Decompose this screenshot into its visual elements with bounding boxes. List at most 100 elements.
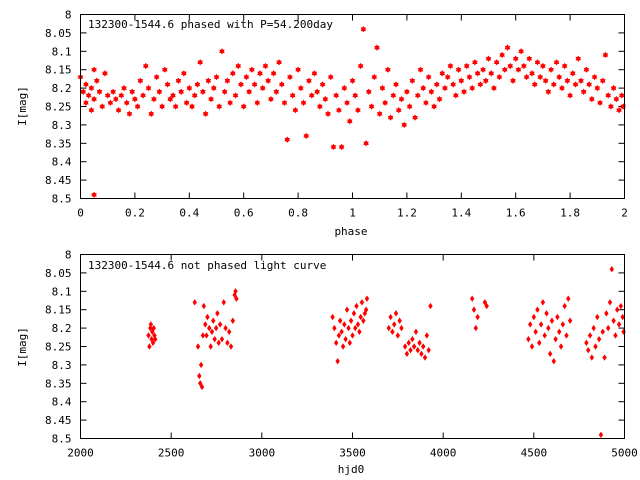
- data-point: [415, 346, 420, 354]
- data-point: [232, 92, 239, 99]
- data-point: [292, 106, 299, 114]
- data-point: [572, 81, 579, 88]
- data-point: [392, 321, 397, 328]
- data-point: [223, 324, 228, 332]
- phased-x-tick-label: 0.6: [234, 207, 254, 220]
- data-point: [143, 62, 149, 70]
- data-point: [611, 317, 616, 324]
- data-point: [150, 339, 156, 347]
- phased-light-curve-panel: 0 0.2 0.4 0.6 0.8 1 1.2 1.4 1.6 1.8 2 8 8.05 8.1 8.15 8…: [16, 9, 628, 239]
- data-point: [570, 70, 576, 77]
- data-point: [145, 84, 152, 92]
- unphased-y-tick-label: 8: [65, 249, 72, 262]
- data-point: [333, 92, 339, 99]
- data-point: [319, 81, 326, 88]
- phased-x-tick-label: 0.4: [179, 207, 199, 220]
- data-point: [327, 73, 334, 81]
- unphased-light-curve-panel: 2000 2500 3000 3500 4000 4500 5000 8 8.05 8.1 8.15…: [16, 249, 638, 477]
- data-point: [512, 55, 519, 62]
- data-point: [88, 106, 95, 114]
- data-point: [502, 66, 508, 73]
- data-point: [549, 317, 555, 324]
- data-point: [113, 95, 119, 103]
- data-point: [593, 343, 598, 350]
- data-point: [335, 358, 340, 365]
- data-point: [558, 343, 564, 350]
- data-point: [589, 95, 595, 103]
- data-point: [404, 88, 410, 95]
- data-point: [406, 103, 413, 110]
- data-point: [191, 92, 198, 99]
- data-point: [359, 299, 365, 306]
- data-point: [336, 332, 342, 339]
- data-point: [330, 143, 337, 151]
- data-point: [213, 73, 220, 81]
- data-point: [397, 317, 402, 324]
- data-point: [314, 88, 320, 95]
- data-point: [333, 339, 339, 347]
- data-point: [325, 110, 331, 118]
- data-point: [393, 81, 399, 88]
- data-point: [147, 343, 152, 350]
- data-point: [415, 92, 421, 99]
- phased-y-tick-label: 8.15: [45, 64, 72, 77]
- data-point: [616, 106, 622, 114]
- data-point: [458, 77, 465, 84]
- data-point: [607, 299, 613, 306]
- data-point: [402, 343, 408, 350]
- data-point: [317, 103, 323, 110]
- data-point: [342, 321, 347, 328]
- data-point: [234, 295, 239, 302]
- data-point: [115, 106, 122, 114]
- unphased-y-tick-label: 8.45: [45, 414, 72, 427]
- phased-x-tick-label: 1.2: [397, 207, 417, 220]
- data-point: [211, 84, 217, 92]
- data-point: [195, 343, 201, 350]
- data-point: [357, 328, 362, 335]
- data-point: [140, 92, 146, 99]
- data-point: [363, 306, 369, 313]
- data-point: [230, 317, 236, 324]
- data-point: [564, 332, 569, 339]
- data-point: [417, 66, 424, 73]
- data-point: [480, 66, 486, 73]
- data-point: [619, 92, 625, 99]
- data-point: [567, 92, 573, 99]
- phased-plot-title: 132300-1544.6 phased with P=54.200day: [88, 18, 333, 31]
- data-point: [289, 92, 296, 99]
- data-point: [199, 383, 205, 391]
- data-point: [175, 77, 182, 84]
- data-point: [341, 84, 348, 92]
- data-point: [216, 339, 221, 347]
- data-point: [88, 84, 95, 92]
- data-point: [91, 66, 97, 73]
- data-point: [209, 328, 215, 335]
- data-point: [583, 66, 590, 73]
- data-point: [366, 88, 372, 95]
- data-point: [537, 339, 542, 347]
- data-point: [268, 95, 274, 103]
- data-point: [221, 299, 226, 306]
- data-point: [466, 73, 473, 81]
- data-point: [434, 81, 440, 88]
- unphased-data-points: [146, 266, 626, 439]
- data-point: [270, 70, 277, 77]
- data-point: [557, 328, 562, 335]
- data-point: [200, 332, 206, 339]
- data-point: [336, 106, 342, 114]
- data-point: [219, 48, 225, 55]
- data-point: [364, 295, 370, 302]
- data-point: [202, 110, 209, 118]
- phased-x-tick-label: 0.2: [125, 207, 145, 220]
- data-point: [183, 99, 190, 107]
- data-point: [368, 103, 375, 110]
- data-point: [306, 77, 312, 84]
- data-point: [249, 66, 255, 73]
- data-point: [496, 73, 503, 81]
- data-point: [276, 59, 282, 66]
- data-point: [613, 95, 620, 103]
- data-point: [346, 324, 351, 332]
- phased-x-tick-label: 0.8: [288, 207, 308, 220]
- data-point: [597, 99, 603, 107]
